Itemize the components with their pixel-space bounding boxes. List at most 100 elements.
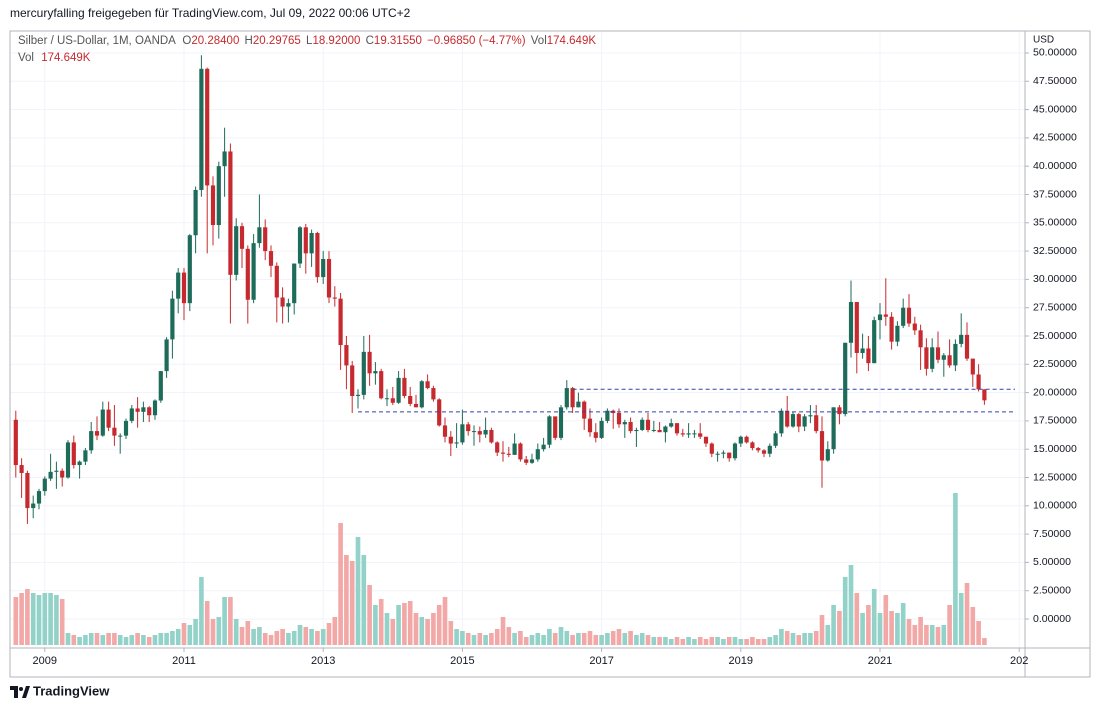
candle-body (292, 263, 297, 304)
currency-label: USD (1033, 35, 1054, 46)
volume-bar (222, 597, 227, 645)
candle-body (321, 259, 326, 278)
brand-logo (10, 686, 30, 698)
volume-bar (680, 639, 686, 645)
volume-bar (210, 619, 216, 645)
candle-body (831, 407, 836, 450)
candle-body (31, 503, 36, 509)
volume-bar (721, 639, 726, 645)
candle-body (640, 419, 645, 430)
x-tick-label: 2021 (868, 655, 892, 667)
volume-bar (634, 635, 639, 645)
volume-bar (692, 639, 697, 645)
y-tick-label: 0.00000 (1033, 613, 1071, 625)
candle-body (976, 374, 981, 390)
volume-bar (170, 631, 175, 645)
candle-body (906, 307, 912, 324)
candle-body (935, 347, 941, 360)
candle-body (941, 355, 946, 360)
candle-body (286, 303, 291, 307)
volume-bar (349, 561, 355, 645)
share-caption: mercuryfalling freigegeben für TradingVi… (10, 6, 411, 20)
candle-body (309, 232, 314, 254)
close-value: 19.31550 (374, 35, 422, 47)
volume-bar (378, 599, 384, 645)
volume-legend: Vol 174.649K (18, 52, 91, 64)
candle-body (210, 185, 216, 226)
volume-bar (413, 613, 419, 645)
volume-bar (54, 595, 59, 645)
candle-body (274, 265, 279, 298)
candle-body (616, 412, 622, 425)
candle-body (483, 429, 488, 435)
volume-bar (344, 555, 349, 645)
volume-bar (83, 635, 88, 645)
candle-body (947, 355, 952, 366)
volume-bar (761, 639, 767, 645)
volume-bar (106, 633, 111, 645)
candle-body (471, 431, 477, 433)
volume-bar (738, 639, 744, 645)
volume-bar (425, 619, 430, 645)
volume-bar (529, 635, 535, 645)
volume-bar (448, 621, 454, 645)
candle-body (42, 478, 47, 492)
volume-bar (848, 565, 854, 645)
y-tick-label: 35.00000 (1033, 217, 1077, 229)
candle-body (355, 394, 361, 396)
candle-body (152, 400, 158, 416)
volume-bar (900, 603, 906, 645)
volume-bar (25, 589, 30, 645)
volume-bar (773, 635, 778, 645)
volume-bar (187, 625, 193, 645)
candle-body (141, 407, 146, 412)
candle-body (848, 302, 854, 343)
volume-bar (402, 603, 407, 645)
close-label: C (366, 35, 374, 47)
high-label: H (245, 35, 253, 47)
candle-body (727, 452, 732, 459)
candle-body (715, 453, 720, 455)
candle-body (924, 347, 929, 369)
y-tick-label: 22.50000 (1033, 358, 1077, 370)
volume-bar (65, 633, 71, 645)
volume-bar (100, 635, 106, 645)
volume-bar (889, 611, 894, 645)
volume-bar (541, 635, 546, 645)
x-tick-label: 2015 (450, 655, 474, 667)
volume-bar (924, 625, 929, 645)
candle-body (379, 371, 384, 399)
volume-bar (790, 633, 796, 645)
volume-bar (268, 635, 274, 645)
volume-bar (112, 633, 117, 645)
candle-body (176, 272, 181, 299)
volume-bar (645, 635, 651, 645)
volume-bar (460, 631, 465, 645)
x-tick-label: 2019 (729, 655, 753, 667)
volume-bar (13, 597, 19, 645)
candle-body (344, 345, 349, 366)
candle-body (622, 422, 627, 425)
candle-body (785, 410, 790, 427)
volume-bar (94, 633, 100, 645)
volume-bar (918, 617, 923, 645)
volume-bar (697, 637, 703, 645)
candle-body (605, 410, 610, 421)
volume-label: Vol (531, 35, 547, 47)
candle-body (332, 297, 337, 299)
volume-bar (941, 625, 947, 645)
candle-body (825, 449, 830, 461)
high-value: 20.29765 (253, 35, 301, 47)
candle-body (970, 358, 975, 375)
volume-bar (158, 633, 164, 645)
candle-body (158, 371, 163, 401)
volume-bar (88, 633, 94, 645)
volume-bar (651, 637, 657, 645)
candle-body (680, 433, 685, 435)
volume-bar (564, 631, 570, 645)
volume-bar (315, 631, 320, 645)
volume-bar (251, 629, 256, 645)
volume-bar (581, 633, 587, 645)
volume-bar (570, 635, 575, 645)
y-tick-label: 42.50000 (1033, 132, 1077, 144)
